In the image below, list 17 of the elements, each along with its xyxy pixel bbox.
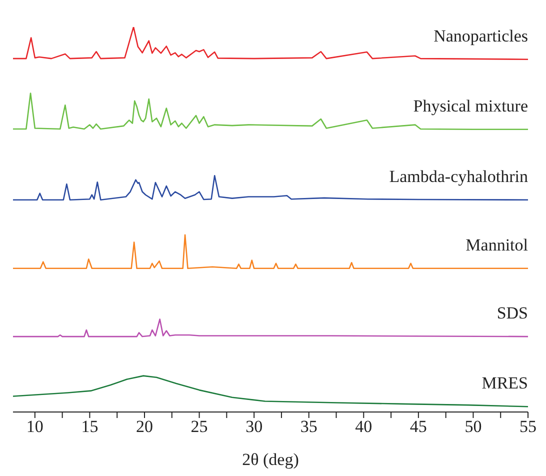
x-tick-label: 45	[410, 417, 427, 436]
series-label: SDS	[496, 304, 528, 323]
x-tick-label: 30	[246, 417, 263, 436]
x-tick-label: 35	[300, 417, 318, 436]
series-label: Mannitol	[466, 235, 528, 254]
series-label: Physical mixture	[413, 96, 528, 116]
x-tick-label: 40	[355, 417, 372, 436]
series-label: Lambda-cyhalothrin	[389, 166, 528, 186]
x-tick-label: 55	[520, 417, 536, 436]
series-label: MRES	[482, 374, 528, 393]
x-tick-label: 15	[81, 417, 98, 436]
x-axis-title: 2θ (deg)	[242, 450, 299, 469]
x-tick-label: 20	[136, 417, 153, 436]
x-tick-label: 25	[190, 417, 208, 436]
series-label: Nanoparticles	[434, 26, 528, 46]
x-tick-label: 10	[26, 417, 44, 436]
x-tick-label: 50	[464, 417, 482, 436]
